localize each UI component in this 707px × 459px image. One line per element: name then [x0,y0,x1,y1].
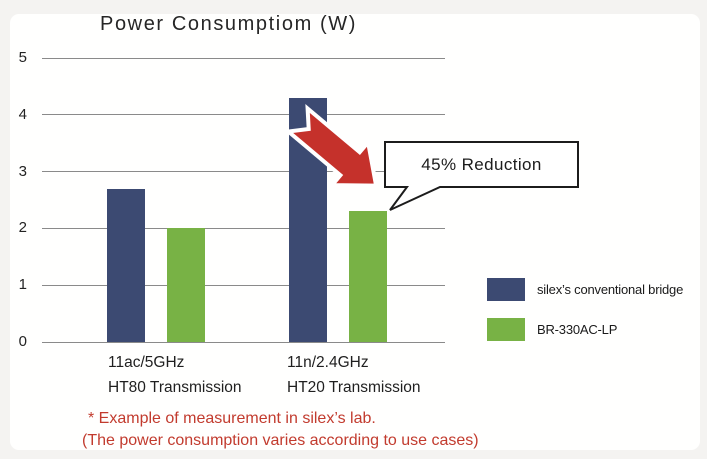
callout-label: 45% Reduction [421,154,542,174]
x-category-1-line1: 11ac/5GHz [108,354,185,371]
bar-br-330ac-lp-group1 [167,228,205,342]
legend-item: BR-330AC-LP [487,318,683,341]
gridline [42,171,445,173]
gridline [42,341,445,343]
x-category-1-line2: HT80 Transmission [108,379,242,396]
legend-swatch [487,278,525,301]
legend-label: silex’s conventional bridge [537,282,684,297]
chart-title: Power Consumptiom (W) [100,13,357,35]
y-axis-tick-label: 5 [18,49,27,66]
legend: silex’s conventional bridge BR-330AC-LP [487,278,683,358]
bar-br-330ac-lp-group2 [349,211,387,342]
x-category-2-line2: HT20 Transmission [287,379,421,396]
legend-label: BR-330AC-LP [537,322,618,337]
footnote-line2: (The power consumption varies according … [82,432,479,449]
gridline [42,284,445,286]
x-category-1: 11ac/5GHz HT80 Transmission [108,350,242,400]
y-axis-tick-label: 3 [18,162,27,180]
footnote: * Example of measurement in silex’s lab.… [82,408,479,452]
gridline [42,227,445,229]
gridline [42,114,445,116]
gridline [42,57,445,59]
bar-conventional-bridge-group2 [289,97,327,342]
y-axis-tick-label: 0 [18,333,27,350]
x-category-2: 11n/2.4GHz HT20 Transmission [287,350,421,400]
legend-swatch [487,318,525,341]
y-axis-tick-label: 2 [18,219,27,237]
y-axis-tick-label: 1 [18,276,27,294]
y-axis-tick-label: 4 [18,105,27,123]
x-category-2-line1: 11n/2.4GHz [287,354,369,371]
footnote-line1: * Example of measurement in silex’s lab. [88,410,376,427]
legend-item: silex’s conventional bridge [487,278,683,301]
bar-conventional-bridge-group1 [107,188,145,342]
